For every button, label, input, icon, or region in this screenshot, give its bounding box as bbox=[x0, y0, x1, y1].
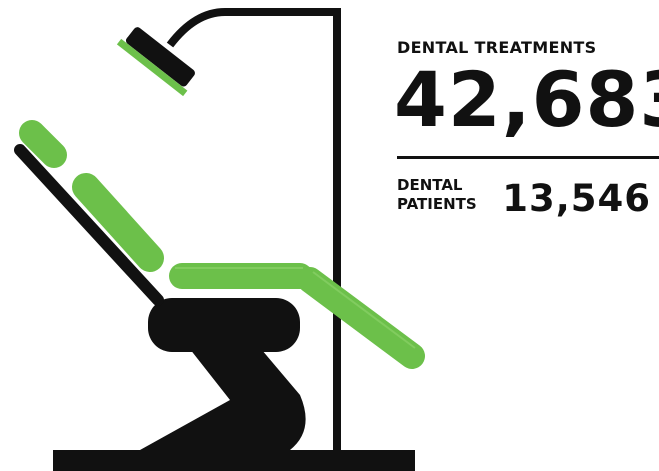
lamp-arm bbox=[166, 7, 341, 452]
seat-base bbox=[148, 298, 300, 352]
cushions bbox=[19, 120, 425, 369]
lamp-head bbox=[116, 27, 195, 97]
stat-label: DENTAL PATIENTS bbox=[397, 176, 477, 213]
backrest-frame bbox=[14, 144, 164, 306]
divider bbox=[397, 156, 659, 159]
stat-label: DENTAL TREATMENTS bbox=[397, 38, 597, 57]
pedestal bbox=[140, 330, 306, 450]
stat-value: 13,546 bbox=[502, 177, 651, 220]
stat-value: 42,683 bbox=[394, 55, 659, 144]
floor bbox=[53, 450, 415, 471]
